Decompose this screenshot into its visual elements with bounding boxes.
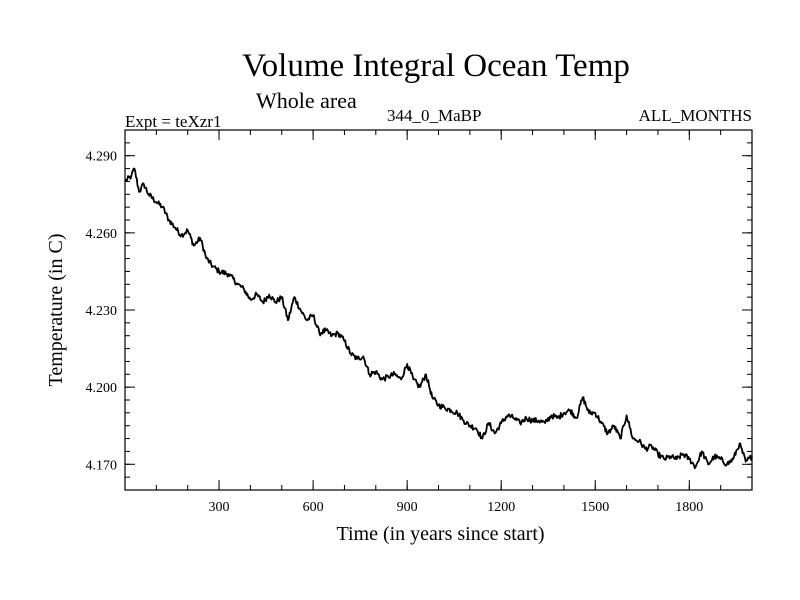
x-tick-label: 1200 bbox=[487, 500, 515, 515]
chart-title: Volume Integral Ocean Temp bbox=[242, 48, 630, 84]
months-label: ALL_MONTHS bbox=[638, 106, 752, 125]
x-tick-label: 300 bbox=[209, 500, 230, 515]
y-axis-label: Temperature (in C) bbox=[45, 234, 67, 387]
x-tick-label: 600 bbox=[303, 500, 324, 515]
x-tick-label: 1800 bbox=[675, 500, 703, 515]
period-label: 344_0_MaBP bbox=[387, 106, 482, 125]
y-tick-label: 4.260 bbox=[86, 227, 118, 242]
experiment-label: Expt = teXzr1 bbox=[125, 112, 222, 131]
series-line-ocean-temp bbox=[124, 167, 753, 470]
axis-ticks bbox=[125, 130, 752, 490]
chart-subtitle: Whole area bbox=[256, 88, 357, 113]
y-tick-label: 4.230 bbox=[86, 304, 118, 319]
y-tick-label: 4.200 bbox=[86, 381, 118, 396]
plot-frame bbox=[124, 129, 753, 491]
y-tick-label: 4.170 bbox=[86, 458, 118, 473]
axis-tick-labels: 300 600 900 1200 1500 1800 4.170 4.200 4.230 4.26… bbox=[86, 150, 704, 515]
x-tick-label: 900 bbox=[397, 500, 418, 515]
x-axis-label: Time (in years since start) bbox=[336, 523, 544, 545]
y-tick-label: 4.290 bbox=[86, 150, 118, 165]
x-tick-label: 1500 bbox=[581, 500, 609, 515]
